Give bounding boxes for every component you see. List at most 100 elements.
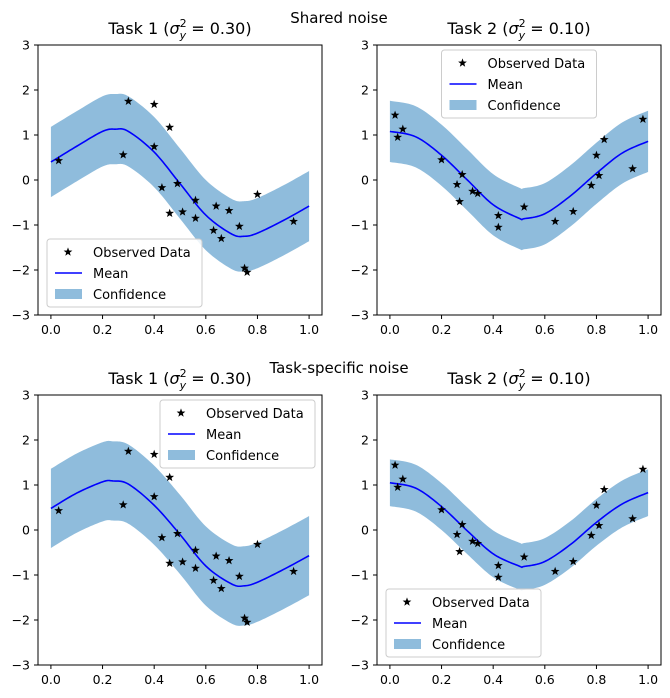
- chart-panel-2: Task 2 (σ2 y = 0.10) 0.0 0.2 0.4 0.6 0.8 1.0 −3 −…: [351, 17, 662, 337]
- y-tick-label: −1: [351, 218, 369, 233]
- observed-point: [390, 110, 400, 119]
- panel-title: Task 2 (σ2 y = 0.10): [446, 17, 590, 42]
- y-tick-label: −1: [12, 568, 30, 583]
- x-tick-label: 1.0: [638, 672, 658, 687]
- chart-panel-1: Task 1 (σ2 y = 0.30) 0.0 0.2 0.4 0.6 0.8 1.0 −3 −…: [12, 17, 323, 337]
- x-tick-label: 0.4: [144, 322, 164, 337]
- legend: Observed Data Mean Confidence: [441, 49, 597, 119]
- x-tick-label: 0.2: [93, 672, 113, 687]
- x-tick-label: 1.0: [299, 672, 319, 687]
- legend-label: Observed Data: [432, 596, 530, 611]
- y-tick-label: −3: [351, 658, 369, 673]
- x-tick-label: 0.6: [196, 322, 216, 337]
- legend-star-icon: [458, 58, 467, 67]
- observed-point: [628, 514, 637, 523]
- legend-label: Observed Data: [488, 57, 586, 72]
- observed-point: [473, 188, 483, 198]
- chart-panel-3: Task 1 (σ2 y = 0.30) 0.0 0.2 0.4 0.6 0.8 1.0 −3 −…: [12, 367, 323, 687]
- y-tick-label: 2: [22, 433, 30, 448]
- observed-point: [457, 520, 467, 529]
- mean-line: [389, 481, 649, 569]
- x-tick-label: 0.6: [535, 672, 555, 687]
- y-tick-label: −3: [351, 308, 369, 323]
- observed-point: [178, 207, 187, 216]
- y-tick-label: −2: [12, 613, 30, 628]
- y-tick-label: −2: [12, 263, 30, 278]
- observed-point: [550, 216, 560, 226]
- x-tick-label: 0.0: [380, 672, 400, 687]
- observed-point: [452, 179, 462, 189]
- observed-point: [118, 500, 128, 509]
- observed-point: [123, 96, 133, 105]
- legend-label: Mean: [432, 617, 467, 632]
- observed-point: [235, 221, 244, 231]
- observed-point: [242, 617, 252, 626]
- legend-frame: [46, 238, 203, 308]
- x-tick-label: 0.8: [587, 672, 607, 687]
- x-tick-label: 0.8: [248, 672, 268, 687]
- observed-point: [149, 99, 159, 109]
- y-tick-label: 3: [361, 388, 369, 403]
- observed-point: [568, 556, 578, 566]
- legend-frame: [441, 49, 597, 119]
- legend-label: Confidence: [488, 99, 561, 114]
- observed-point: [452, 529, 462, 539]
- x-tick-label: 0.8: [587, 322, 607, 337]
- observed-point: [216, 233, 226, 243]
- mean-line: [50, 128, 310, 238]
- observed-point: [398, 124, 408, 133]
- y-tick-label: −1: [12, 218, 30, 233]
- x-tick-label: 0.0: [41, 322, 61, 337]
- legend: Observed Data Mean Confidence: [159, 399, 316, 469]
- x-tick-label: 0.6: [535, 322, 555, 337]
- y-tick-label: 3: [361, 38, 369, 53]
- observed-point: [628, 164, 637, 173]
- observed-point: [216, 583, 226, 593]
- suptitle-task-specific-noise: Task-specific noise: [268, 359, 408, 377]
- observed-point: [157, 183, 167, 192]
- observed-point: [173, 529, 182, 538]
- panel-title: Task 2 (σ2 y = 0.10): [446, 367, 590, 392]
- y-tick-label: 0: [22, 173, 30, 188]
- observed-point: [165, 122, 175, 132]
- observed-point: [599, 134, 609, 144]
- observed-point: [173, 179, 182, 188]
- observed-point: [568, 206, 578, 216]
- observed-point: [242, 267, 252, 276]
- legend-patch-icon: [449, 100, 477, 110]
- observed-point: [586, 180, 596, 190]
- observed-point: [191, 563, 200, 572]
- legend-patch-icon: [168, 450, 195, 460]
- legend-label: Mean: [206, 428, 241, 443]
- observed-point: [393, 482, 403, 491]
- y-tick-label: 2: [361, 433, 369, 448]
- legend-label: Confidence: [93, 288, 166, 303]
- x-tick-label: 0.4: [483, 672, 503, 687]
- observed-point: [224, 556, 234, 565]
- y-tick-label: −3: [12, 308, 30, 323]
- legend-star-icon: [63, 247, 73, 256]
- chart-panel-4: Task 2 (σ2 y = 0.10) 0.0 0.2 0.4 0.6 0.8 1.0 −3 −…: [351, 367, 662, 687]
- y-tick-label: 1: [361, 128, 369, 143]
- y-tick-label: 3: [22, 38, 30, 53]
- legend: Observed Data Mean Confidence: [46, 238, 203, 308]
- panel-title: Task 1 (σ2 y = 0.30): [107, 17, 251, 42]
- x-tick-label: 0.0: [380, 322, 400, 337]
- panel-title: Task 1 (σ2 y = 0.30): [107, 367, 251, 392]
- legend-label: Observed Data: [93, 246, 191, 261]
- observed-point: [149, 142, 159, 151]
- y-tick-label: 0: [22, 523, 30, 538]
- y-tick-label: −2: [351, 613, 369, 628]
- observed-point: [165, 558, 175, 568]
- y-tick-label: 1: [22, 128, 30, 143]
- observed-point: [191, 195, 200, 204]
- observed-point: [473, 538, 483, 548]
- observed-point: [398, 474, 408, 483]
- observed-point: [455, 547, 464, 556]
- observed-point: [240, 613, 249, 622]
- x-tick-label: 0.4: [483, 322, 503, 337]
- mean-line: [50, 479, 310, 588]
- y-tick-label: 3: [22, 388, 30, 403]
- y-tick-label: 2: [361, 83, 369, 98]
